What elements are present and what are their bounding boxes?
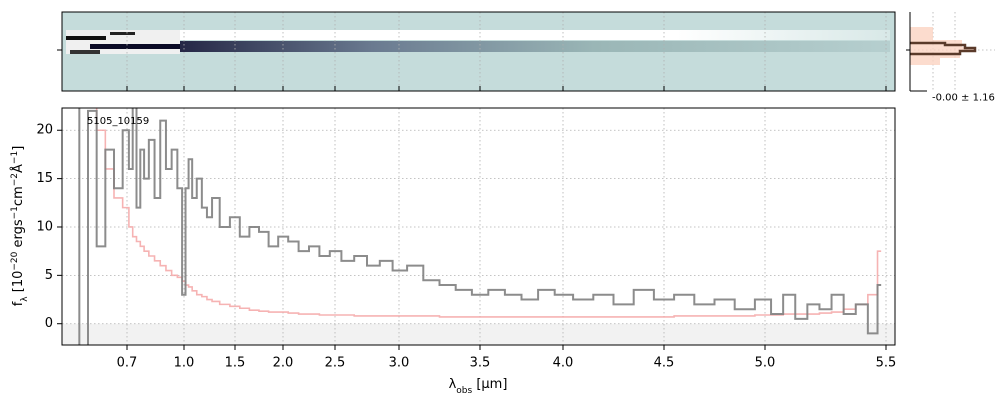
x-tick-label: 1.0 bbox=[174, 356, 195, 371]
spectrum-line bbox=[78, 108, 882, 345]
label-part: cm bbox=[11, 186, 26, 206]
x-axis-label: λobs [μm] bbox=[449, 377, 508, 396]
x-tick-label: 3.0 bbox=[389, 356, 410, 371]
y-tick-label: 5 bbox=[45, 268, 53, 283]
y-tick-label: 15 bbox=[36, 171, 53, 186]
y-tick-label: 0 bbox=[45, 316, 53, 331]
spectrum-line bbox=[95, 108, 882, 318]
main-frame bbox=[61, 107, 896, 346]
x-tick-label: 2.0 bbox=[273, 356, 294, 371]
below-zero bbox=[62, 323, 895, 345]
side-label: -0.00 ± 1.16 bbox=[932, 92, 995, 103]
y-tick-label: 10 bbox=[36, 219, 53, 234]
label-part: f bbox=[11, 301, 26, 306]
label-part: obs bbox=[456, 386, 472, 396]
annotation: 5105_10159 bbox=[87, 116, 149, 127]
x-tick-label: 5.5 bbox=[876, 356, 897, 371]
label-part: −20 bbox=[10, 251, 20, 270]
x-tick-label: 0.7 bbox=[117, 356, 138, 371]
label-part: ergs bbox=[11, 219, 26, 251]
y-tick-label: 20 bbox=[36, 123, 53, 138]
spectrum-2d bbox=[62, 12, 895, 91]
label-part: [μm] bbox=[472, 377, 507, 392]
x-tick-label: 1.5 bbox=[225, 356, 246, 371]
top-frame bbox=[61, 11, 896, 92]
label-part: ] bbox=[11, 146, 26, 151]
label-part: −2 bbox=[10, 173, 20, 186]
x-tick-label: 2.5 bbox=[325, 356, 346, 371]
label-part: −1 bbox=[10, 206, 20, 219]
x-tick-label: 4.0 bbox=[553, 356, 574, 371]
x-tick-label: 5.0 bbox=[755, 356, 776, 371]
side-histogram bbox=[906, 12, 995, 92]
label-part: Å bbox=[10, 164, 26, 173]
y-axis-label: fλ [10−20 ergs−1cm−2Å−1] bbox=[10, 146, 30, 307]
label-part: −1 bbox=[10, 151, 20, 164]
x-tick-label: 4.5 bbox=[654, 356, 675, 371]
label-part: λ bbox=[449, 377, 457, 392]
label-part: [10 bbox=[11, 271, 26, 297]
x-tick-label: 3.5 bbox=[470, 356, 491, 371]
label-part: λ bbox=[20, 296, 30, 302]
